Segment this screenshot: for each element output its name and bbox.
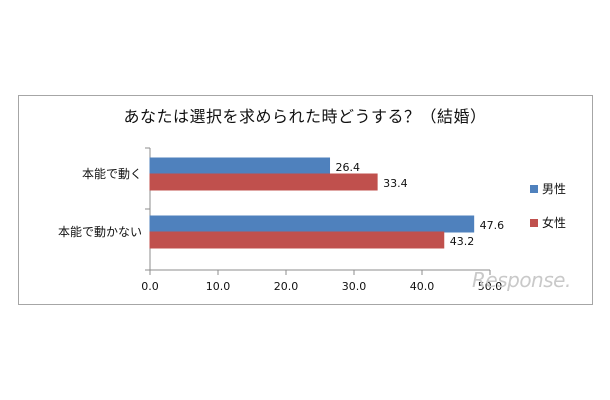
data-label-0-1: 47.6	[480, 219, 505, 232]
x-tick-label-2: 20.0	[274, 280, 299, 293]
x-tick-label-5: 50.0	[478, 280, 503, 293]
bar-0-0	[149, 157, 331, 175]
legend-label-0: 男性	[542, 182, 566, 196]
data-label-0-0: 26.4	[336, 161, 361, 174]
x-tick-label-1: 10.0	[206, 280, 231, 293]
data-label-1-0: 33.4	[383, 177, 408, 190]
category-label-0: 本能で動く	[82, 167, 142, 181]
bar-1-0	[149, 173, 378, 191]
category-label-1: 本能で動かない	[58, 225, 142, 239]
x-tick-label-3: 30.0	[342, 280, 367, 293]
bar-1-1	[149, 231, 445, 249]
data-label-1-1: 43.2	[450, 235, 475, 248]
legend-swatch-0	[530, 185, 538, 193]
legend-label-1: 女性	[542, 215, 566, 230]
bar-0-1	[149, 215, 475, 233]
x-tick-label-0: 0.0	[141, 280, 159, 293]
chart-title: あなたは選択を求められた時どうする？（結婚）	[123, 107, 487, 126]
legend-swatch-1	[530, 219, 538, 227]
response-watermark: Response.	[472, 268, 571, 292]
x-tick-label-4: 40.0	[410, 280, 435, 293]
